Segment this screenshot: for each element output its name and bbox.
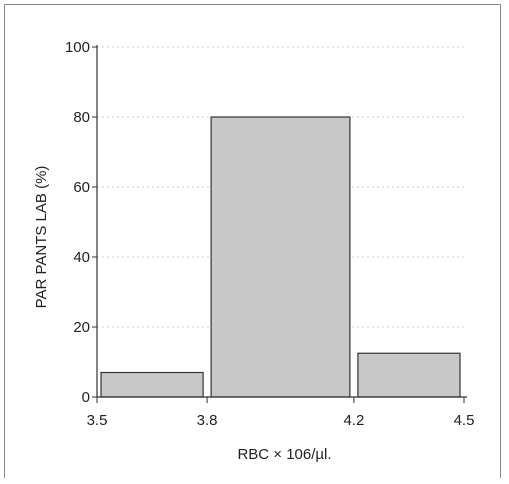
x-tick-label: 3.5 [87, 412, 108, 429]
x-tick-label: 4.2 [343, 412, 364, 429]
bars [100, 116, 461, 398]
y-ticks: 0 20 40 60 80 100 [65, 39, 97, 406]
y-tick-label: 0 [82, 389, 90, 406]
chart-frame [4, 4, 501, 478]
x-tick-label: 4.5 [454, 412, 475, 429]
grid-lines [97, 46, 464, 328]
y-tick-label: 80 [73, 109, 90, 126]
x-axis-label: RBC × 106/µl. [237, 446, 331, 463]
y-tick-label: 60 [73, 179, 90, 196]
y-axis-label: PAR PANTS LAB (%) [33, 166, 50, 309]
x-tick-label: 3.8 [197, 412, 218, 429]
x-ticks: 3.5 3.8 4.2 4.5 [87, 397, 475, 429]
bar [100, 371, 204, 398]
bar [357, 352, 461, 398]
y-tick-label: 40 [73, 249, 90, 266]
y-tick-label: 20 [73, 319, 90, 336]
bar [210, 116, 351, 398]
axes [96, 45, 467, 398]
y-tick-label: 100 [65, 39, 90, 56]
